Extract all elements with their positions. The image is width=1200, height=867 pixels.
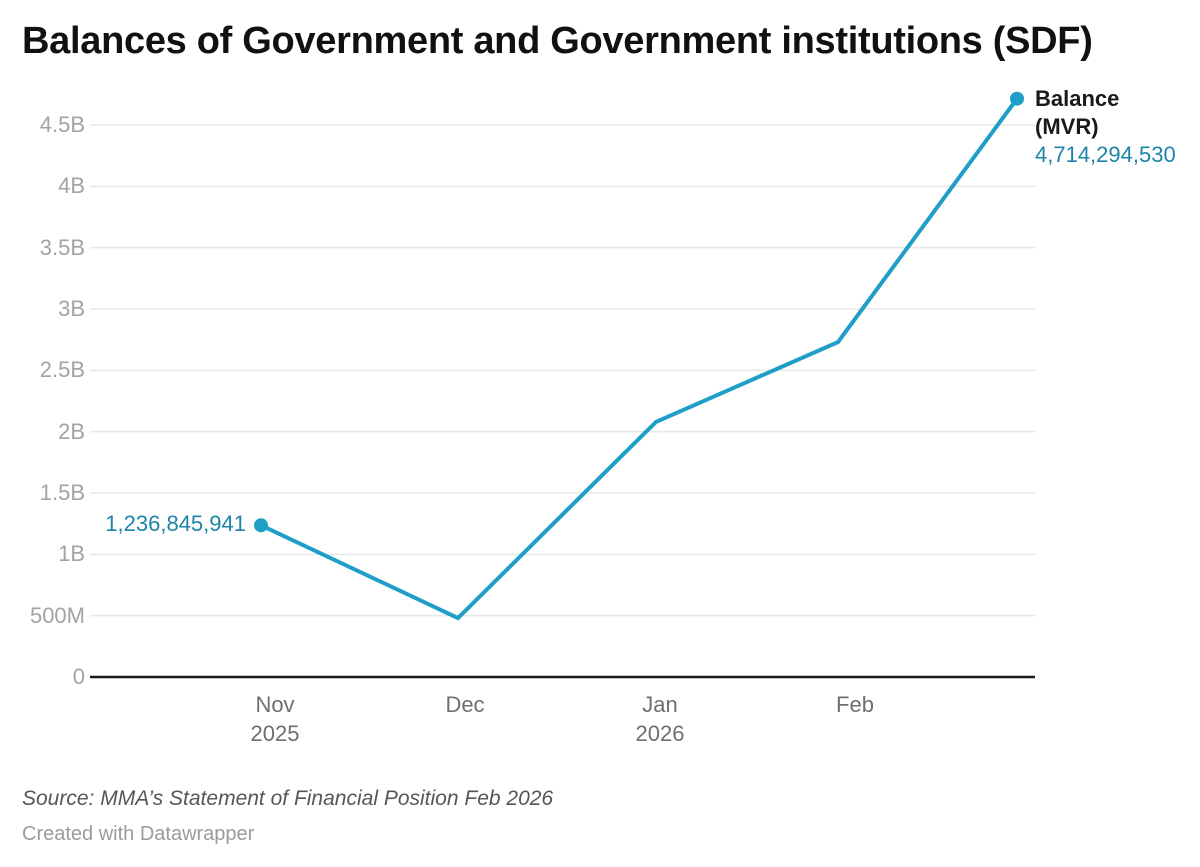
y-tick-label: 3.5B xyxy=(39,235,85,260)
x-tick-label-feb: Feb xyxy=(785,690,925,719)
end-value-label: 4,714,294,530 xyxy=(1035,142,1176,167)
y-tick-label: 4B xyxy=(58,173,85,198)
x-tick-label-dec: Dec xyxy=(395,690,535,719)
x-tick-month: Feb xyxy=(836,692,874,717)
y-tick-label: 0 xyxy=(72,664,85,689)
x-tick-month: Dec xyxy=(445,692,485,717)
datawrapper-credit: Created with Datawrapper xyxy=(22,823,255,845)
x-tick-month: Nov xyxy=(255,692,295,717)
y-tick-label: 3B xyxy=(58,296,85,321)
y-tick-label: 2B xyxy=(58,419,85,444)
x-tick-year: 2026 xyxy=(635,721,685,746)
y-tick-label: 1.5B xyxy=(39,480,85,505)
x-tick-month: Jan xyxy=(642,692,678,717)
balance-line xyxy=(260,97,1019,621)
series-legend: Balance (MVR) 4,714,294,530 xyxy=(1035,85,1200,169)
y-tick-label: 4.5B xyxy=(39,112,85,137)
x-tick-year: 2025 xyxy=(250,721,300,746)
chart-title: Balances of Government and Government in… xyxy=(22,20,1093,62)
source-text: Source: MMA’s Statement of Financial Pos… xyxy=(22,787,554,810)
x-tick-label-jan: Jan 2026 xyxy=(590,690,730,748)
start-value-label: 1,236,845,941 xyxy=(105,511,246,536)
x-tick-label-nov: Nov 2025 xyxy=(205,690,345,748)
y-tick-label: 2.5B xyxy=(39,357,85,382)
y-tick-label: 1B xyxy=(58,541,85,566)
end-point-marker xyxy=(1010,91,1024,106)
y-tick-label: 500M xyxy=(29,603,85,628)
series-name-line1: Balance xyxy=(1035,86,1120,111)
series-name-line2: (MVR) xyxy=(1035,114,1099,139)
start-point-marker xyxy=(254,518,268,533)
